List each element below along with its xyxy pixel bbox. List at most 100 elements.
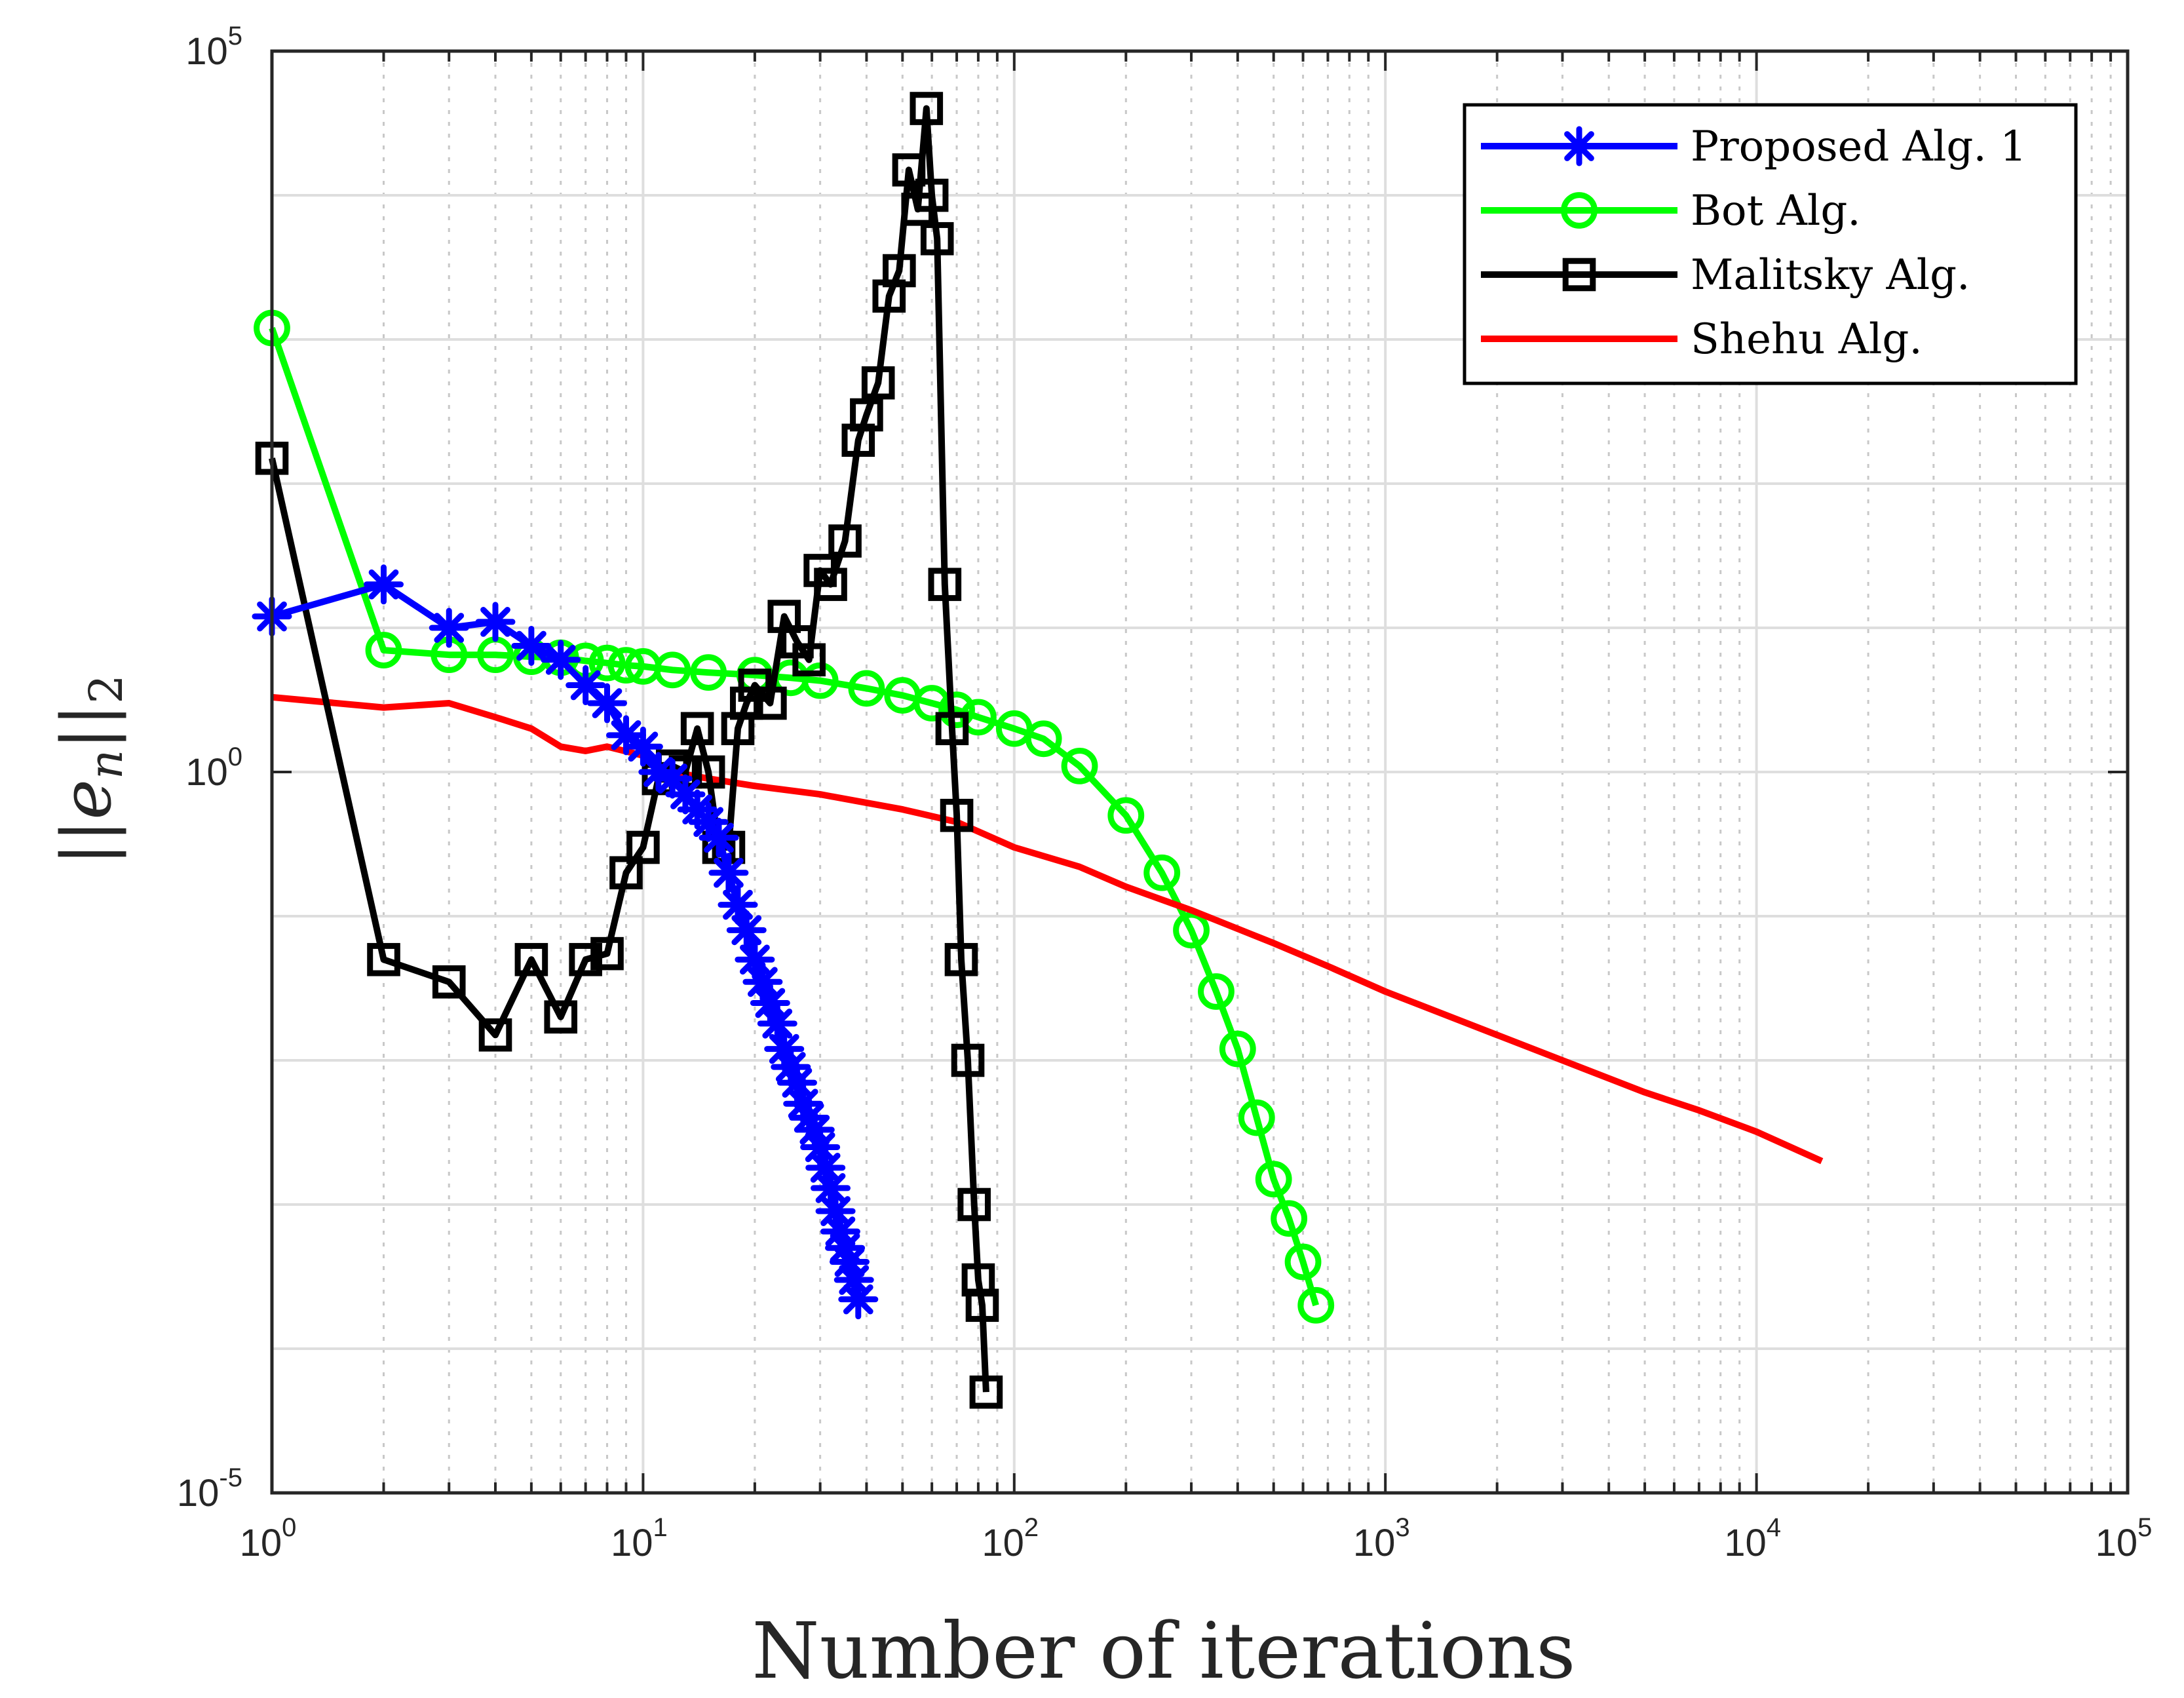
x-axis-label: Number of iterations	[752, 1606, 1575, 1696]
square-marker	[544, 1000, 578, 1034]
asterisk-stroke	[657, 763, 688, 794]
asterisk-stroke	[748, 967, 778, 997]
series-line	[269, 105, 989, 1393]
asterisk-marker	[708, 853, 749, 893]
square-marker	[814, 568, 847, 602]
legend-item: Proposed Alg. 1	[1481, 123, 2027, 171]
x-tick-label: 103	[1353, 1513, 1410, 1564]
square-marker	[729, 686, 763, 720]
asterisk-stroke	[368, 569, 399, 600]
asterisk-stroke	[825, 1216, 856, 1247]
y-label-subscript-2: 2	[79, 674, 133, 704]
square-marker	[928, 568, 962, 602]
y-tick-label: 100	[185, 743, 242, 794]
asterisk-stroke	[434, 613, 465, 643]
square-marker	[792, 643, 826, 677]
circle-marker	[607, 647, 645, 684]
asterisk-marker	[1559, 126, 1600, 166]
tick-exponent: 0	[228, 743, 242, 771]
circle-marker	[1238, 1099, 1275, 1136]
circle-marker	[690, 654, 727, 691]
asterisk-stroke	[704, 822, 734, 853]
square-marker	[920, 222, 954, 256]
tick-exponent: 0	[282, 1513, 296, 1542]
y-label-bars-left: ||	[47, 820, 126, 866]
square-marker	[951, 1043, 985, 1077]
x-tick-label: 105	[2096, 1513, 2153, 1564]
tick-base: 10	[185, 751, 228, 794]
asterisk-marker	[735, 939, 775, 980]
asterisk-marker	[699, 817, 739, 858]
square-marker	[944, 942, 978, 976]
circle-marker	[1025, 720, 1062, 758]
asterisk-stroke	[775, 1052, 806, 1082]
legend-item: Bot Alg.	[1481, 187, 1861, 235]
asterisk-stroke	[843, 1284, 873, 1315]
tick-exponent: 4	[1767, 1513, 1781, 1542]
asterisk-marker	[541, 640, 581, 680]
legend-label: Malitsky Alg.	[1691, 251, 1970, 299]
x-tick-label: 102	[982, 1513, 1039, 1564]
asterisk-marker	[587, 683, 628, 724]
y-label-subscript-n: n	[79, 750, 133, 779]
asterisk-marker	[511, 625, 552, 666]
square-marker	[915, 178, 949, 212]
asterisk-stroke	[762, 1008, 793, 1039]
square-marker	[850, 398, 883, 432]
square-marker	[883, 254, 916, 288]
circle-marker	[1271, 1200, 1308, 1237]
circle-marker	[654, 651, 691, 689]
square-marker	[478, 1018, 512, 1052]
asterisk-marker	[364, 564, 404, 605]
circle-marker	[1198, 973, 1235, 1010]
legend: Proposed Alg. 1 Bot Alg. Malitsky Alg. Sheh…	[1463, 103, 2078, 385]
x-tick-label: 104	[1724, 1513, 1781, 1564]
tick-base: 10	[611, 1522, 653, 1564]
asterisk-stroke	[670, 779, 700, 809]
asterisk-marker	[838, 1279, 879, 1320]
asterisk-stroke	[830, 1233, 860, 1264]
series-line	[271, 693, 1824, 1165]
square-marker	[609, 856, 643, 890]
square-marker	[754, 686, 787, 720]
circle-marker	[1297, 1286, 1335, 1324]
asterisk-stroke	[592, 688, 623, 718]
circle-marker	[848, 670, 885, 707]
asterisk-marker	[623, 726, 663, 767]
series-shehu-alg-	[271, 693, 1824, 1165]
legend-item: Shehu Alg.	[1481, 315, 1923, 364]
asterisk-stroke	[794, 1102, 824, 1133]
asterisk-marker	[718, 885, 758, 925]
tick-base: 10	[1724, 1522, 1767, 1564]
circle-marker	[1561, 192, 1598, 229]
grid	[272, 51, 2128, 1493]
x-tick-label: 100	[240, 1513, 297, 1564]
series-layer	[252, 92, 1824, 1409]
asterisk-marker	[475, 602, 516, 642]
asterisk-stroke	[1564, 131, 1594, 161]
square-marker	[828, 524, 862, 558]
asterisk-stroke	[755, 988, 786, 1018]
square-marker	[590, 936, 624, 971]
y-label-variable: e	[47, 779, 126, 820]
tick-base: 10	[982, 1522, 1024, 1564]
asterisk-stroke	[723, 889, 753, 920]
circle-marker	[1143, 854, 1181, 891]
square-marker	[957, 1187, 991, 1222]
tick-base: 10	[1353, 1522, 1396, 1564]
circle-marker	[1284, 1243, 1322, 1281]
square-marker	[432, 965, 466, 999]
legend-item: Malitsky Alg.	[1481, 251, 1970, 299]
asterisk-stroke	[643, 757, 674, 787]
asterisk-stroke	[611, 720, 642, 750]
circle-marker	[1107, 797, 1145, 834]
y-axis-label: ||en||2	[47, 674, 133, 865]
square-marker	[367, 942, 400, 976]
circle-marker	[913, 685, 951, 722]
asterisk-marker	[815, 1191, 856, 1231]
y-tick-label: 10-5	[177, 1463, 242, 1515]
square-marker	[965, 1288, 999, 1322]
asterisk-stroke	[693, 807, 724, 838]
